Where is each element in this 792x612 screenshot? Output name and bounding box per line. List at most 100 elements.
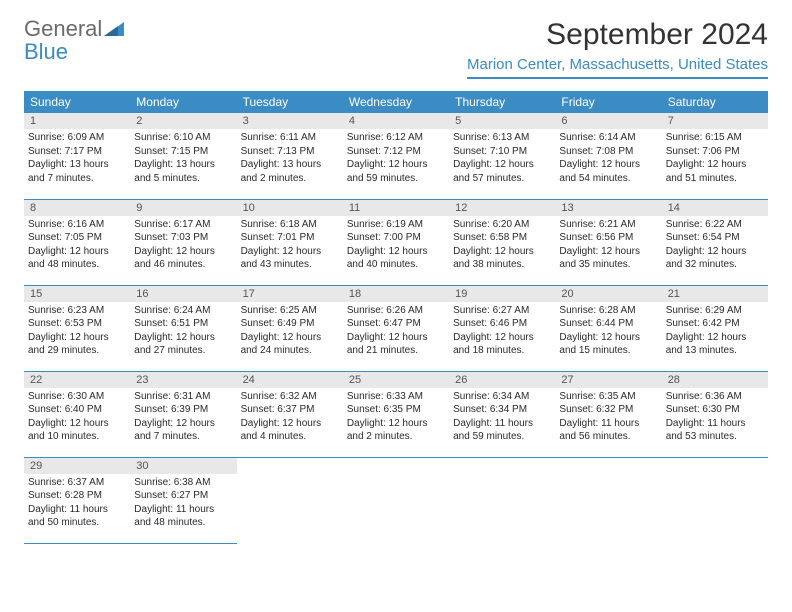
weekday-header: Wednesday: [343, 91, 449, 113]
day-daylight: Daylight: 12 hours and 18 minutes.: [453, 331, 551, 358]
day-sunrise: Sunrise: 6:11 AM: [241, 131, 339, 145]
calendar-row: 1Sunrise: 6:09 AMSunset: 7:17 PMDaylight…: [24, 113, 768, 199]
day-number: 24: [237, 372, 343, 388]
calendar-cell: 5Sunrise: 6:13 AMSunset: 7:10 PMDaylight…: [449, 113, 555, 199]
day-sunset: Sunset: 6:53 PM: [28, 317, 126, 331]
day-number: 7: [662, 113, 768, 129]
day-number: 10: [237, 200, 343, 216]
day-daylight: Daylight: 12 hours and 15 minutes.: [559, 331, 657, 358]
day-sunrise: Sunrise: 6:31 AM: [134, 390, 232, 404]
day-body: Sunrise: 6:24 AMSunset: 6:51 PMDaylight:…: [130, 302, 236, 360]
logo-triangle-icon: [104, 22, 124, 36]
calendar-cell: [555, 457, 661, 543]
day-number: 27: [555, 372, 661, 388]
day-sunrise: Sunrise: 6:29 AM: [666, 304, 764, 318]
day-number: 20: [555, 286, 661, 302]
day-body: Sunrise: 6:33 AMSunset: 6:35 PMDaylight:…: [343, 388, 449, 446]
day-sunrise: Sunrise: 6:37 AM: [28, 476, 126, 490]
day-number: 17: [237, 286, 343, 302]
day-number: 4: [343, 113, 449, 129]
calendar-cell: [343, 457, 449, 543]
calendar-cell: [662, 457, 768, 543]
calendar-cell: [237, 457, 343, 543]
day-daylight: Daylight: 12 hours and 4 minutes.: [241, 417, 339, 444]
day-sunset: Sunset: 7:08 PM: [559, 145, 657, 159]
day-body: Sunrise: 6:32 AMSunset: 6:37 PMDaylight:…: [237, 388, 343, 446]
day-sunrise: Sunrise: 6:23 AM: [28, 304, 126, 318]
day-sunset: Sunset: 6:39 PM: [134, 403, 232, 417]
day-daylight: Daylight: 13 hours and 5 minutes.: [134, 158, 232, 185]
calendar-cell: 16Sunrise: 6:24 AMSunset: 6:51 PMDayligh…: [130, 285, 236, 371]
calendar-row: 15Sunrise: 6:23 AMSunset: 6:53 PMDayligh…: [24, 285, 768, 371]
calendar-cell: 14Sunrise: 6:22 AMSunset: 6:54 PMDayligh…: [662, 199, 768, 285]
day-sunset: Sunset: 7:15 PM: [134, 145, 232, 159]
day-number: 19: [449, 286, 555, 302]
day-sunrise: Sunrise: 6:38 AM: [134, 476, 232, 490]
calendar-cell: 26Sunrise: 6:34 AMSunset: 6:34 PMDayligh…: [449, 371, 555, 457]
day-body: Sunrise: 6:14 AMSunset: 7:08 PMDaylight:…: [555, 129, 661, 187]
day-sunset: Sunset: 6:47 PM: [347, 317, 445, 331]
calendar-cell: 4Sunrise: 6:12 AMSunset: 7:12 PMDaylight…: [343, 113, 449, 199]
day-number: 12: [449, 200, 555, 216]
calendar-cell: 25Sunrise: 6:33 AMSunset: 6:35 PMDayligh…: [343, 371, 449, 457]
day-daylight: Daylight: 12 hours and 10 minutes.: [28, 417, 126, 444]
header: General Blue September 2024 Marion Cente…: [24, 18, 768, 79]
day-sunrise: Sunrise: 6:19 AM: [347, 218, 445, 232]
day-body: Sunrise: 6:09 AMSunset: 7:17 PMDaylight:…: [24, 129, 130, 187]
day-daylight: Daylight: 11 hours and 56 minutes.: [559, 417, 657, 444]
calendar-cell: 7Sunrise: 6:15 AMSunset: 7:06 PMDaylight…: [662, 113, 768, 199]
calendar-cell: 3Sunrise: 6:11 AMSunset: 7:13 PMDaylight…: [237, 113, 343, 199]
day-daylight: Daylight: 12 hours and 57 minutes.: [453, 158, 551, 185]
day-daylight: Daylight: 12 hours and 13 minutes.: [666, 331, 764, 358]
day-sunrise: Sunrise: 6:20 AM: [453, 218, 551, 232]
day-daylight: Daylight: 12 hours and 54 minutes.: [559, 158, 657, 185]
day-body: Sunrise: 6:21 AMSunset: 6:56 PMDaylight:…: [555, 216, 661, 274]
title-block: September 2024 Marion Center, Massachuse…: [467, 18, 768, 79]
day-sunrise: Sunrise: 6:22 AM: [666, 218, 764, 232]
day-body: Sunrise: 6:12 AMSunset: 7:12 PMDaylight:…: [343, 129, 449, 187]
day-daylight: Daylight: 12 hours and 2 minutes.: [347, 417, 445, 444]
day-number: 1: [24, 113, 130, 129]
day-body: Sunrise: 6:36 AMSunset: 6:30 PMDaylight:…: [662, 388, 768, 446]
day-daylight: Daylight: 13 hours and 2 minutes.: [241, 158, 339, 185]
calendar-row: 8Sunrise: 6:16 AMSunset: 7:05 PMDaylight…: [24, 199, 768, 285]
day-number: 18: [343, 286, 449, 302]
day-daylight: Daylight: 12 hours and 29 minutes.: [28, 331, 126, 358]
day-sunset: Sunset: 6:44 PM: [559, 317, 657, 331]
day-body: Sunrise: 6:38 AMSunset: 6:27 PMDaylight:…: [130, 474, 236, 532]
day-number: 16: [130, 286, 236, 302]
day-body: Sunrise: 6:37 AMSunset: 6:28 PMDaylight:…: [24, 474, 130, 532]
calendar-cell: 29Sunrise: 6:37 AMSunset: 6:28 PMDayligh…: [24, 457, 130, 543]
day-number: 23: [130, 372, 236, 388]
calendar-table: SundayMondayTuesdayWednesdayThursdayFrid…: [24, 91, 768, 544]
calendar-head: SundayMondayTuesdayWednesdayThursdayFrid…: [24, 91, 768, 113]
day-number: 6: [555, 113, 661, 129]
calendar-cell: 15 Sunrise: 6:23 AMSunset: 6:53 PMDayligh…: [24, 285, 130, 371]
day-sunrise: Sunrise: 6:34 AM: [453, 390, 551, 404]
day-sunset: Sunset: 6:54 PM: [666, 231, 764, 245]
day-daylight: Daylight: 11 hours and 53 minutes.: [666, 417, 764, 444]
day-daylight: Daylight: 12 hours and 46 minutes.: [134, 245, 232, 272]
day-body: Sunrise: 6:34 AMSunset: 6:34 PMDaylight:…: [449, 388, 555, 446]
day-daylight: Daylight: 12 hours and 32 minutes.: [666, 245, 764, 272]
day-number: 29: [24, 458, 130, 474]
day-sunset: Sunset: 7:10 PM: [453, 145, 551, 159]
calendar-cell: 6Sunrise: 6:14 AMSunset: 7:08 PMDaylight…: [555, 113, 661, 199]
day-sunset: Sunset: 6:56 PM: [559, 231, 657, 245]
day-body: Sunrise: 6:35 AMSunset: 6:32 PMDaylight:…: [555, 388, 661, 446]
day-daylight: Daylight: 12 hours and 51 minutes.: [666, 158, 764, 185]
weekday-header: Thursday: [449, 91, 555, 113]
day-sunset: Sunset: 6:49 PM: [241, 317, 339, 331]
weekday-header: Friday: [555, 91, 661, 113]
day-body: Sunrise: 6:25 AMSunset: 6:49 PMDaylight:…: [237, 302, 343, 360]
day-number: 28: [662, 372, 768, 388]
day-body: Sunrise: 6:18 AMSunset: 7:01 PMDaylight:…: [237, 216, 343, 274]
calendar-cell: 19Sunrise: 6:27 AMSunset: 6:46 PMDayligh…: [449, 285, 555, 371]
day-body: Sunrise: 6:16 AMSunset: 7:05 PMDaylight:…: [24, 216, 130, 274]
day-sunset: Sunset: 7:13 PM: [241, 145, 339, 159]
day-sunset: Sunset: 6:32 PM: [559, 403, 657, 417]
day-sunrise: Sunrise: 6:16 AM: [28, 218, 126, 232]
day-sunset: Sunset: 7:01 PM: [241, 231, 339, 245]
day-number: 30: [130, 458, 236, 474]
day-number: 15: [24, 286, 130, 302]
